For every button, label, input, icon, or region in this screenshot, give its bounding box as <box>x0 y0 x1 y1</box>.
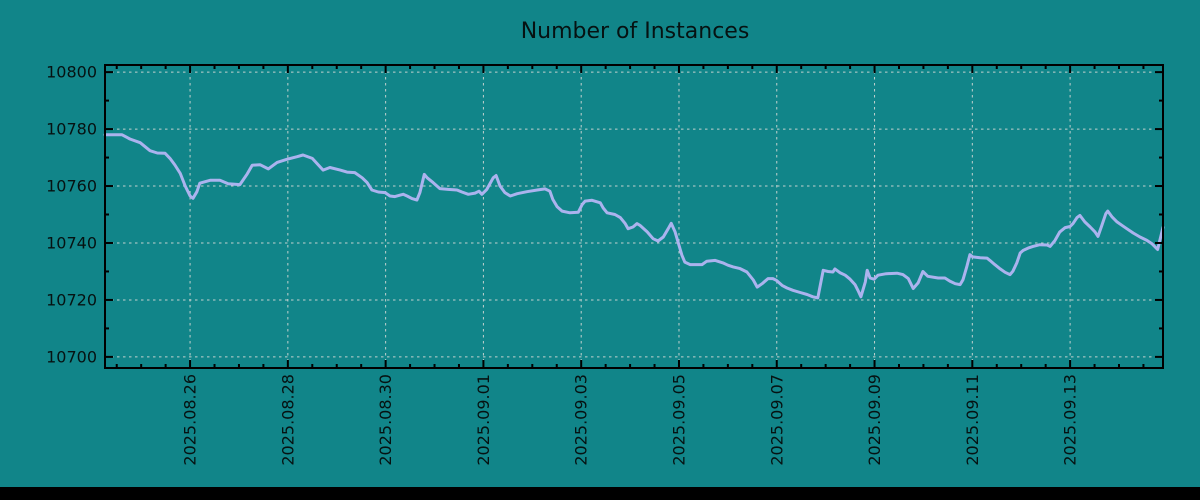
label-layer: 10700 10720 10740 10760 10780 10800 2025.08.26… <box>46 63 1080 466</box>
x-tick-label: 2025.09.07 <box>767 374 786 466</box>
x-tick-label: 2025.09.13 <box>1061 374 1080 466</box>
x-tick-label: 2025.09.01 <box>474 374 493 466</box>
series-layer <box>103 133 1165 300</box>
x-tick-label: 2025.08.26 <box>181 374 200 466</box>
y-tick-label: 10740 <box>46 233 97 252</box>
bottom-bar <box>0 487 1200 500</box>
x-tick-label: 2025.09.11 <box>963 374 982 466</box>
y-tick-label: 10780 <box>46 120 97 139</box>
y-tick-label: 10700 <box>46 347 97 366</box>
series-line <box>103 133 1165 300</box>
axis-layer <box>104 64 1164 369</box>
x-tick-label: 2025.09.03 <box>572 374 591 466</box>
x-tick-label: 2025.09.05 <box>669 374 688 466</box>
x-tick-label: 2025.08.30 <box>376 374 395 466</box>
grid-layer <box>105 65 1163 368</box>
x-tick-label: 2025.08.28 <box>278 374 297 466</box>
y-tick-label: 10760 <box>46 177 97 196</box>
chart-title: Number of Instances <box>521 19 750 44</box>
x-tick-label: 2025.09.09 <box>865 374 884 466</box>
y-tick-label: 10800 <box>46 63 97 82</box>
plot-border <box>104 64 1164 369</box>
y-tick-label: 10720 <box>46 290 97 309</box>
